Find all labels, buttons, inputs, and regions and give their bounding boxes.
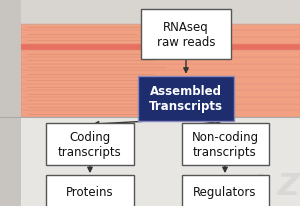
Text: Coding
transcripts: Coding transcripts — [58, 130, 122, 158]
FancyBboxPatch shape — [138, 76, 234, 122]
Bar — [0, 25, 300, 117]
FancyBboxPatch shape — [182, 175, 268, 206]
Text: Assembled
Transcripts: Assembled Transcripts — [149, 85, 223, 113]
FancyBboxPatch shape — [46, 175, 134, 206]
Bar — [21, 64, 300, 71]
Bar — [21, 104, 300, 111]
Text: RNAseq
raw reads: RNAseq raw reads — [157, 21, 215, 49]
Bar — [21, 25, 300, 31]
Bar — [21, 38, 300, 44]
Bar — [21, 84, 300, 91]
Text: Regulators: Regulators — [193, 185, 257, 198]
Bar — [21, 44, 300, 51]
Bar — [21, 78, 300, 84]
Bar — [21, 51, 300, 58]
Text: Non-coding
transcripts: Non-coding transcripts — [191, 130, 259, 158]
Bar — [21, 111, 300, 117]
FancyBboxPatch shape — [141, 10, 231, 60]
Text: Proteins: Proteins — [66, 185, 114, 198]
Bar — [21, 31, 300, 38]
Bar — [0, 117, 300, 206]
Bar — [0, 0, 21, 206]
Text: east Z: east Z — [193, 171, 299, 200]
FancyBboxPatch shape — [46, 124, 134, 165]
Bar — [21, 71, 300, 78]
Bar — [21, 58, 300, 64]
FancyBboxPatch shape — [182, 124, 268, 165]
Bar — [0, 0, 300, 25]
Bar — [21, 91, 300, 98]
Bar — [21, 98, 300, 104]
